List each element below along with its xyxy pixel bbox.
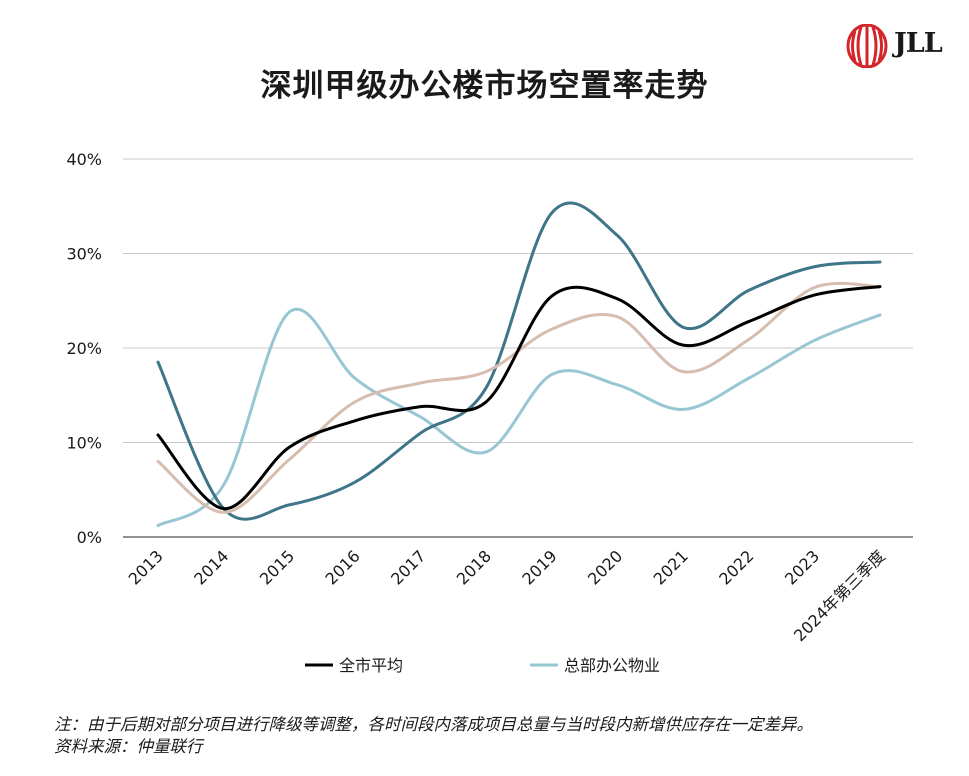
- x-tick-label: 2018: [453, 546, 495, 588]
- x-tick-label: 2017: [387, 546, 429, 588]
- footnote: 注：由于后期对部分项目进行降级等调整，各时间段内落成项目总量与当时段内新增供应存…: [54, 714, 813, 758]
- chart-title: 深圳甲级办公楼市场空置率走势: [260, 68, 709, 104]
- y-tick-label: 10%: [66, 434, 102, 453]
- x-tick-label: 2023: [781, 546, 823, 588]
- series-line-series-3: [156, 281, 882, 514]
- x-tick-label: 2015: [256, 546, 298, 588]
- x-tick-label: 2016: [322, 546, 364, 588]
- footnote-note: 注：由于后期对部分项目进行降级等调整，各时间段内落成项目总量与当时段内新增供应存…: [54, 715, 813, 734]
- jll-logo: JLL: [846, 23, 951, 69]
- x-tick-label: 2021: [650, 546, 692, 588]
- y-tick-label: 0%: [77, 528, 102, 547]
- x-tick-label: 2013: [125, 546, 167, 588]
- legend-label: 总部办公物业: [564, 656, 660, 675]
- jll-emblem-icon: [846, 23, 888, 69]
- footnote-source: 资料来源：仲量联行: [54, 737, 203, 756]
- y-tick-label: 20%: [66, 339, 102, 358]
- x-tick-label: 2019: [518, 546, 560, 588]
- y-tick-label: 30%: [66, 245, 102, 264]
- x-tick-label: 2022: [715, 546, 757, 588]
- x-tick-label: 2020: [584, 546, 626, 588]
- line-chart: 0% 10% 20% 30% 40% 2013 2014 2015 2016 2017 2018 20…: [66, 150, 913, 675]
- y-tick-label: 40%: [66, 150, 102, 169]
- series-line-headquarters-office: [156, 307, 882, 528]
- x-tick-label: 2014: [190, 546, 232, 588]
- jll-logo-text: JLL: [894, 28, 943, 59]
- legend-label: 全市平均: [339, 656, 403, 675]
